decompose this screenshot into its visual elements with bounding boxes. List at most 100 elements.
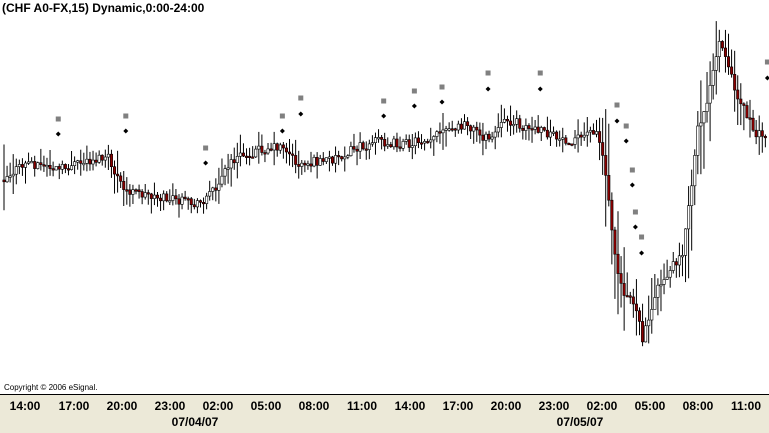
candle [85, 145, 89, 172]
candle [595, 119, 599, 138]
candle [263, 149, 267, 163]
signal-square-marker [629, 167, 635, 173]
candle [496, 113, 500, 138]
signal-square-marker [203, 145, 209, 151]
candle [171, 183, 175, 206]
candle [684, 228, 688, 283]
candle [183, 190, 187, 201]
candle [723, 29, 727, 73]
signal-dot-marker [614, 118, 620, 124]
candle [757, 115, 761, 155]
candle [754, 120, 758, 145]
candle [760, 122, 764, 153]
candle [76, 159, 80, 170]
time-axis[interactable]: 14:00 17:00 20:00 23:00 02:00 05:00 08:00 11:00… [0, 394, 769, 433]
candle [763, 134, 767, 148]
x-tick-label: 17:00 [442, 399, 474, 413]
candle [73, 156, 77, 175]
signal-square-marker [764, 59, 769, 65]
candle [637, 307, 641, 336]
x-tick-label: 02:00 [202, 399, 234, 413]
candle [66, 164, 70, 176]
candle [659, 269, 663, 312]
candle [450, 120, 454, 132]
x-tick-label: 23:00 [154, 399, 186, 413]
candle [733, 50, 737, 112]
candle [192, 198, 196, 210]
candle [567, 142, 571, 146]
candle [453, 127, 457, 137]
candle [57, 163, 61, 180]
signal-square-marker [485, 70, 491, 76]
candle [386, 137, 390, 149]
candle [245, 148, 249, 165]
candle [275, 142, 279, 157]
signal-dot-marker [279, 128, 285, 134]
candle [727, 33, 731, 75]
candle [619, 256, 623, 308]
signal-dot-marker [298, 111, 304, 117]
candle [137, 184, 141, 199]
candle [284, 142, 288, 164]
candle [717, 29, 721, 73]
candle [739, 83, 743, 126]
candle [281, 142, 285, 159]
candle [647, 295, 651, 344]
candle [377, 129, 381, 143]
candle [742, 102, 746, 131]
candle [45, 157, 49, 177]
candle [352, 133, 356, 153]
candle [432, 135, 436, 156]
x-tick-label: 17:00 [58, 399, 90, 413]
candle [143, 184, 147, 200]
candle [272, 131, 276, 166]
price-chart[interactable] [0, 0, 769, 394]
candle [644, 317, 648, 343]
candle [82, 152, 86, 171]
x-tick-label: 14:00 [9, 399, 41, 413]
candle [533, 120, 537, 135]
candle [330, 155, 334, 166]
candle [309, 151, 313, 173]
candle [552, 126, 556, 136]
candle [512, 115, 516, 135]
candle [269, 142, 273, 152]
candle [318, 154, 322, 166]
candle [702, 111, 706, 169]
candle [373, 132, 377, 155]
candle [337, 150, 341, 166]
candle [33, 155, 37, 177]
candle [558, 130, 562, 147]
candle [413, 132, 417, 155]
candle [140, 189, 144, 205]
candle [748, 99, 752, 138]
candle [564, 135, 568, 146]
candle [306, 160, 310, 170]
candle [125, 177, 129, 205]
candle [8, 162, 12, 183]
candle [131, 184, 135, 204]
candle [745, 101, 749, 119]
candle [202, 197, 206, 214]
candle [5, 165, 9, 183]
candle [116, 150, 120, 193]
candle [113, 160, 117, 194]
candle [484, 131, 488, 150]
candle [699, 80, 703, 175]
candle [591, 123, 595, 135]
candle [232, 147, 236, 170]
candle [152, 182, 156, 206]
candle [100, 154, 104, 166]
candle [610, 192, 614, 265]
candle [42, 155, 46, 172]
candle [604, 109, 608, 227]
candle [693, 149, 697, 206]
candle [109, 149, 113, 178]
candle [297, 150, 301, 179]
signal-square-marker [411, 88, 417, 94]
x-tick-label: 05:00 [250, 399, 282, 413]
candle [195, 198, 199, 214]
x-tick-label: 02:00 [586, 399, 618, 413]
signal-square-marker [639, 234, 645, 240]
